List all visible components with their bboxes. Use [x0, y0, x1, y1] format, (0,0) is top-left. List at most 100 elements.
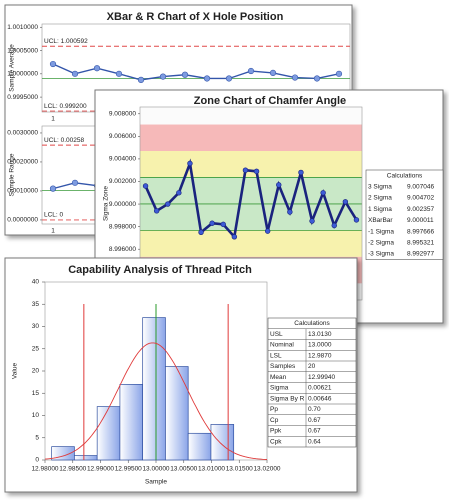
- y-tick-label: 9.004000: [109, 156, 136, 163]
- histogram-bar: [96, 406, 121, 461]
- histogram-bar: [187, 432, 212, 461]
- y-tick-label: 15: [32, 390, 40, 397]
- sigma-zone: [140, 150, 362, 178]
- chart-window: Capability Analysis of Thread Pitch 0 5 10 1…: [4, 257, 358, 493]
- x-tick-label: 12.98000: [31, 466, 58, 473]
- x-tick-label: 13.00500: [170, 466, 197, 473]
- calc-value: 0.00646: [308, 395, 332, 402]
- data-point: [287, 209, 293, 215]
- control-limit-label: LCL: 0.999200: [44, 103, 87, 110]
- data-point: [93, 65, 101, 72]
- data-point: [225, 75, 233, 82]
- y-tick-label: 40: [32, 279, 40, 286]
- y-tick-label: 1.0005000: [7, 47, 38, 54]
- data-point: [71, 179, 79, 186]
- data-point: [209, 220, 215, 226]
- data-point: [313, 75, 321, 82]
- data-point: [298, 169, 304, 176]
- data-point: [331, 222, 337, 229]
- y-tick-label: 9.000000: [109, 201, 136, 208]
- data-point: [198, 229, 204, 235]
- y-axis-label: Sample Range: [9, 153, 16, 196]
- y-tick-label: 20: [32, 368, 40, 375]
- data-point: [49, 185, 57, 192]
- calc-value: 0.64: [308, 438, 321, 445]
- y-tick-label: 0.9995000: [7, 94, 38, 101]
- calc-label: 1 Sigma: [368, 206, 392, 213]
- x-tick-label: 12.98500: [59, 466, 86, 473]
- histogram-bar: [210, 424, 235, 461]
- y-tick-label: 1.0010000: [7, 24, 38, 31]
- histogram-bar: [165, 366, 189, 461]
- calc-label: Cpk: [270, 438, 282, 445]
- calc-label: USL: [270, 331, 283, 338]
- sigma-zone: [140, 203, 362, 231]
- histogram-bar: [74, 455, 98, 461]
- data-point: [231, 234, 238, 240]
- data-point: [203, 75, 211, 82]
- data-point: [159, 73, 167, 80]
- calc-value: 9.007046: [407, 184, 434, 191]
- calc-value: 12.9870: [308, 352, 332, 359]
- calc-value: 9.004702: [407, 195, 434, 202]
- calc-value: 8.992977: [407, 251, 434, 258]
- calc-table: [365, 169, 444, 260]
- x-tick-label: 1: [51, 228, 55, 235]
- calc-value: 0.67: [308, 428, 321, 435]
- calc-label: 2 Sigma: [368, 195, 392, 202]
- y-axis-label: Value: [12, 363, 19, 380]
- y-axis-label: Sigma Zone: [103, 186, 110, 221]
- calc-value: 13.0000: [308, 342, 332, 349]
- y-tick-label: 25: [32, 345, 40, 352]
- histogram-bar: [119, 384, 144, 461]
- calc-label: Sigma: [270, 385, 289, 392]
- calc-label: LSL: [270, 352, 282, 359]
- y-tick-label: 0.0000000: [7, 217, 38, 224]
- calc-label: -1 Sigma: [368, 228, 394, 235]
- chart-title: Capability Analysis of Thread Pitch: [68, 264, 252, 276]
- data-point: [353, 217, 360, 223]
- y-tick-label: 35: [32, 301, 40, 308]
- sigma-zone: [140, 230, 362, 257]
- x-tick-label: 13.01500: [226, 466, 253, 473]
- calc-value: 9.002357: [407, 206, 434, 213]
- y-tick-label: 8.996000: [109, 246, 136, 253]
- chart-title: Zone Chart of Chamfer Angle: [194, 95, 346, 107]
- calc-label: Pp: [270, 406, 278, 413]
- y-tick-label: 30: [32, 323, 40, 330]
- control-limit-label: UCL: 1.000592: [44, 38, 88, 45]
- data-line: [52, 63, 340, 81]
- data-point: [342, 199, 349, 205]
- normal-curve: [44, 342, 268, 460]
- chart-title: XBar & R Chart of X Hole Position: [107, 11, 284, 23]
- y-tick-label: 9.006000: [109, 133, 136, 140]
- y-tick-label: 8.998000: [109, 223, 136, 230]
- y-axis-label: Sample Average: [9, 44, 16, 92]
- sigma-zone: [140, 124, 362, 151]
- data-point: [176, 190, 182, 196]
- histogram-bar: [51, 446, 75, 461]
- data-point: [115, 70, 123, 77]
- x-tick-label: 1: [51, 116, 55, 123]
- x-tick-label: 12.99500: [115, 466, 142, 473]
- calc-value: 12.99940: [308, 374, 335, 381]
- calc-value: 0.70: [308, 406, 321, 413]
- x-axis-label: Sample: [145, 479, 167, 486]
- data-point: [335, 70, 343, 77]
- control-limit-label: LCL: 0: [44, 212, 64, 219]
- calc-value: 8.997666: [407, 228, 434, 235]
- data-point: [320, 190, 326, 196]
- calc-label: Ppk: [270, 428, 282, 435]
- calc-label: 3 Sigma: [368, 184, 392, 191]
- y-tick-label: 0: [35, 457, 39, 464]
- data-point: [220, 221, 226, 228]
- data-point: [142, 183, 149, 189]
- data-point: [309, 218, 315, 224]
- x-tick-label: 12.99000: [87, 466, 114, 473]
- data-point: [187, 160, 193, 167]
- calc-title: Calculations: [387, 172, 423, 179]
- calc-value: 9.000011: [407, 217, 434, 224]
- x-tick-label: 13.01000: [198, 466, 225, 473]
- y-tick-label: 0.0030000: [7, 130, 38, 137]
